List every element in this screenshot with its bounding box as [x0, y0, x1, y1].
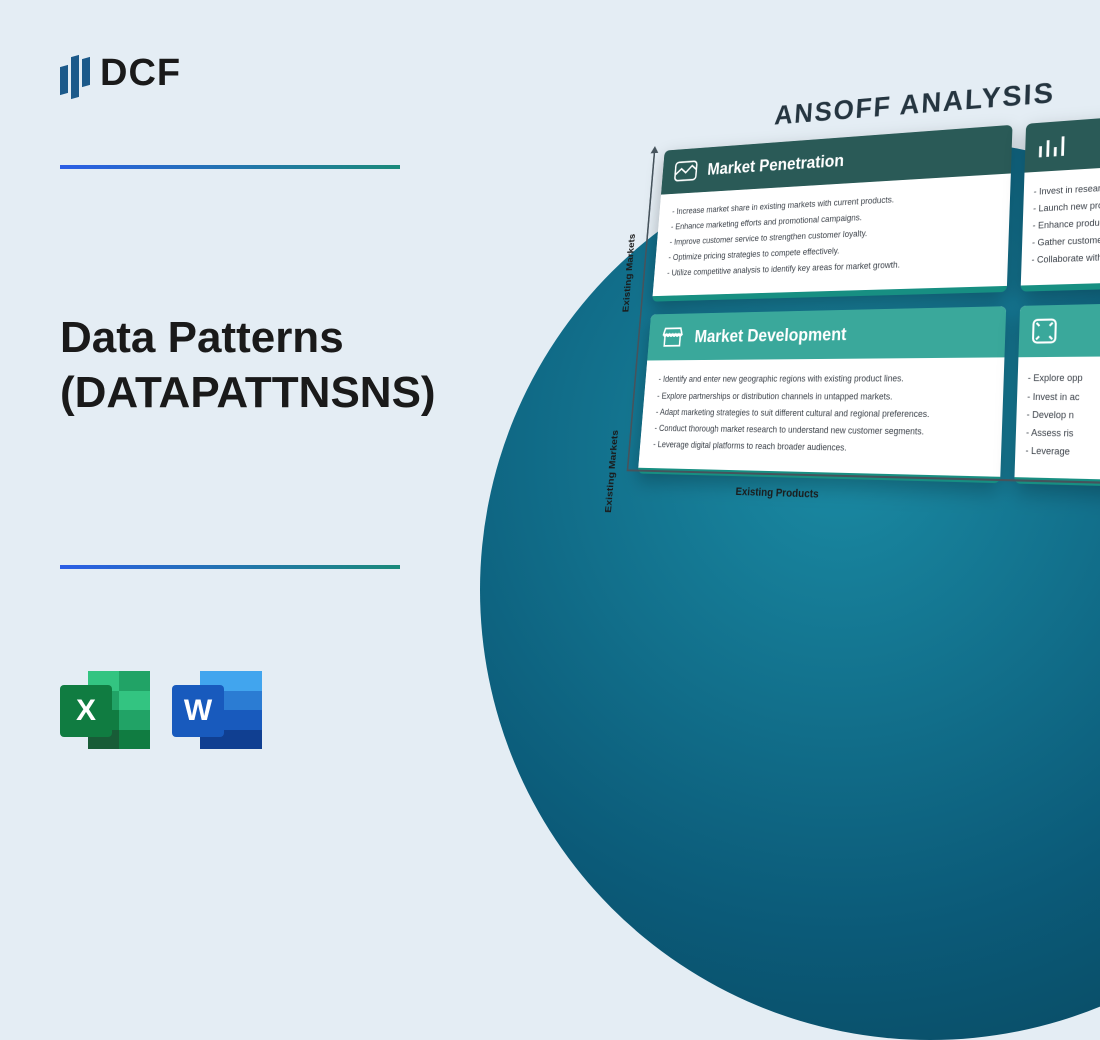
page-title: Data Patterns (DATAPATTNSNS): [60, 310, 580, 420]
y-axis-arrow-icon: [650, 146, 658, 154]
y-axis-label-top: Existing Markets: [621, 234, 637, 313]
logo-mark: [60, 48, 90, 98]
title-line-2: (DATAPATTNSNS): [60, 365, 580, 420]
bullet: - Explore partnerships or distribution c…: [657, 388, 988, 406]
app-icons-row: X W: [60, 665, 262, 755]
excel-letter: X: [60, 685, 112, 737]
bullet: - Identify and enter new geographic regi…: [658, 370, 988, 388]
bullet: - Invest in research and: [1033, 172, 1100, 200]
bullet: - Explore opp: [1027, 369, 1100, 388]
storefront-icon: [659, 325, 685, 350]
card-title: Market Development: [694, 324, 847, 346]
logo-text: DCF: [100, 52, 181, 95]
expand-icon: [1029, 318, 1060, 345]
card-body: - Identify and enter new geographic regi…: [638, 358, 1004, 477]
card-market-penetration: Market Penetration - Increase market sha…: [652, 125, 1012, 302]
bullet: - Invest in ac: [1027, 388, 1100, 407]
card-body: - Increase market share in existing mark…: [653, 173, 1011, 296]
card-title: Market Penetration: [707, 151, 845, 179]
word-letter: W: [172, 685, 224, 737]
divider-bottom: [60, 565, 400, 569]
bullet: - Develop n: [1026, 406, 1100, 426]
bullet: - Leverage digital platforms to reach br…: [653, 436, 986, 459]
image-icon: [673, 159, 699, 184]
bars-icon: [1035, 133, 1065, 161]
card-market-development: Market Development - Identify and enter …: [638, 307, 1006, 483]
card-diversification: - Explore opp - Invest in ac - Develop n…: [1014, 301, 1100, 490]
ansoff-matrix: ANSOFF ANALYSIS Existing Markets Existin…: [610, 62, 1100, 512]
title-line-1: Data Patterns: [60, 310, 580, 365]
word-icon: W: [172, 665, 262, 755]
card-body: - Explore opp - Invest in ac - Develop n…: [1014, 356, 1100, 483]
divider-top: [60, 165, 400, 169]
card-product-development: - Invest in research and - Launch new pr…: [1021, 107, 1100, 292]
bullet: - Leverage: [1025, 442, 1100, 464]
logo: DCF: [60, 48, 181, 98]
card-body: - Invest in research and - Launch new pr…: [1021, 159, 1100, 286]
excel-icon: X: [60, 665, 150, 755]
